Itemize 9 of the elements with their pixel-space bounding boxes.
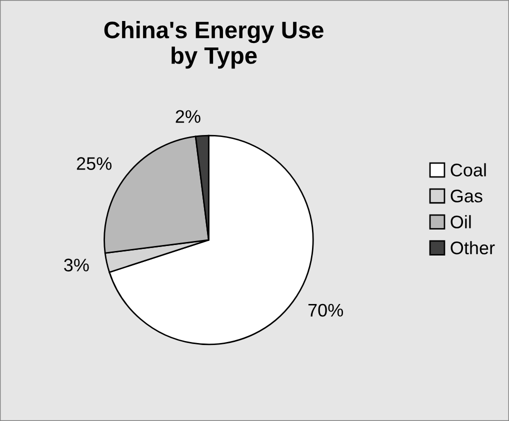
legend-label: Oil [450, 215, 471, 228]
legend-label: Coal [450, 163, 486, 176]
data-label: 3% [64, 258, 89, 272]
chart-title: China's Energy Use by Type [104, 21, 324, 69]
data-label: 70% [308, 304, 344, 317]
data-label: 2% [176, 110, 200, 123]
legend-label: Other [450, 241, 495, 254]
legend-label: Gas [450, 190, 482, 202]
data-label: 25% [76, 157, 112, 170]
